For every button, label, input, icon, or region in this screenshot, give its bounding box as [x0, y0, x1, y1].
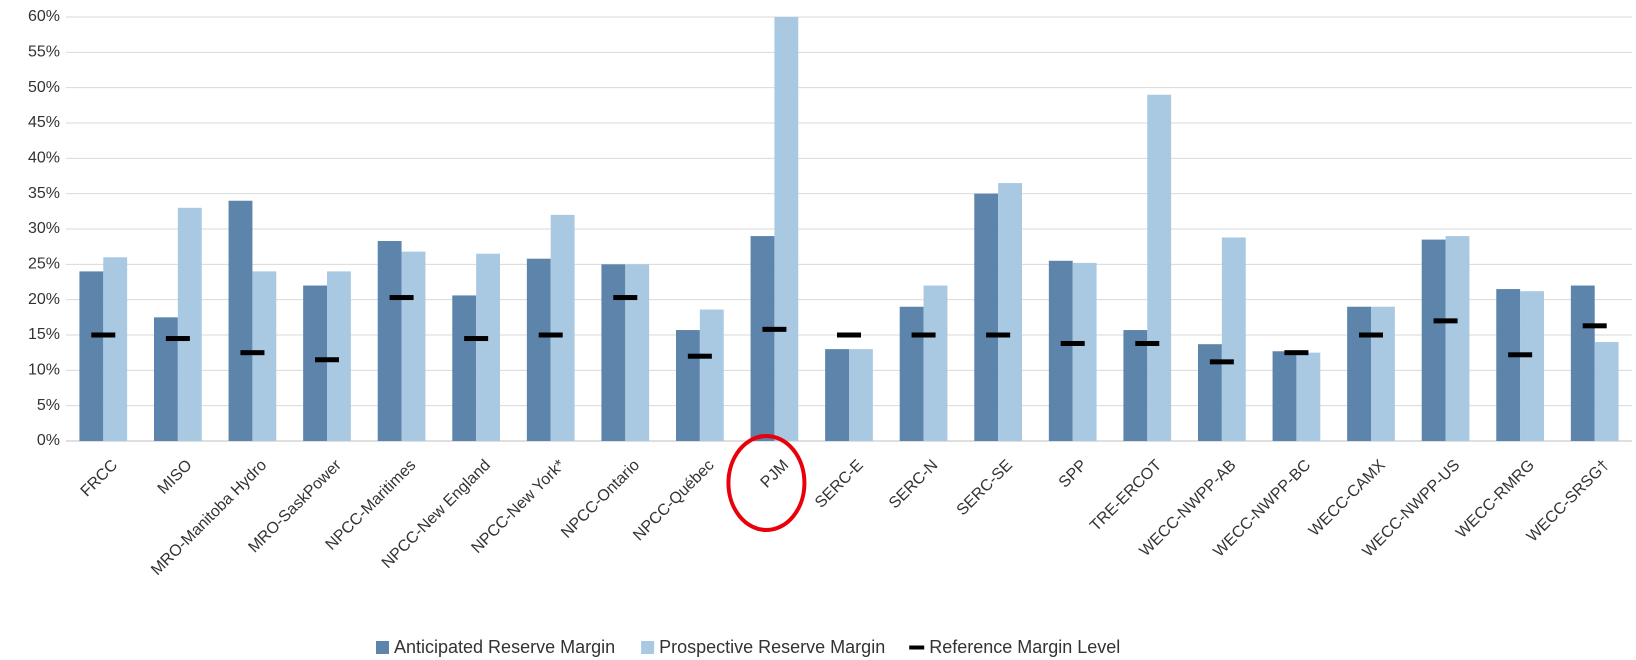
y-tick-label: 15% [28, 326, 60, 343]
bar [1520, 291, 1545, 441]
reference-marker [1508, 352, 1533, 358]
reference-marker [911, 332, 936, 338]
y-tick-label: 25% [28, 256, 60, 273]
reference-marker [240, 350, 265, 356]
bar [750, 236, 775, 441]
reference-marker [1209, 359, 1234, 365]
bar [103, 257, 128, 441]
y-tick-label: 10% [28, 362, 60, 379]
reference-marker [91, 332, 116, 338]
x-tick-label: WECC-RMRG [1453, 457, 1538, 542]
highlight-circle [726, 434, 807, 532]
reference-marker [762, 326, 787, 332]
bar [923, 285, 948, 441]
x-tick-label: SERC-E [812, 457, 867, 512]
bar [625, 264, 650, 441]
y-tick-label: 50% [28, 79, 60, 96]
reference-marker [464, 336, 489, 342]
bar [1197, 344, 1222, 441]
bar [974, 193, 999, 441]
legend-label: Anticipated Reserve Margin [394, 637, 615, 657]
bar [825, 349, 849, 441]
y-tick-label: 35% [28, 185, 60, 202]
reference-marker [837, 332, 861, 338]
bar [377, 241, 402, 441]
bar [550, 214, 575, 441]
legend-swatch [376, 641, 389, 654]
legend-label: Prospective Reserve Margin [659, 637, 885, 657]
y-tick-label: 40% [28, 150, 60, 167]
bar [1371, 306, 1395, 441]
bar [1272, 351, 1297, 441]
reference-marker [1582, 323, 1607, 329]
bar [327, 271, 351, 441]
bar [228, 200, 253, 441]
bar [1570, 285, 1595, 441]
bar [401, 251, 426, 441]
x-tick-label: SERC-N [886, 457, 941, 512]
reference-marker [687, 353, 712, 359]
x-tick-label: SERC-SE [954, 457, 1016, 519]
bar [1147, 94, 1172, 441]
bar [79, 271, 104, 441]
bar [1445, 236, 1470, 441]
bar [452, 295, 477, 441]
bar [1221, 237, 1246, 441]
bar [1072, 262, 1097, 441]
x-tick-label: PJM [758, 457, 793, 492]
bar [252, 271, 277, 441]
reference-marker [1359, 332, 1383, 338]
x-tick-label: WECC-CAMX [1306, 457, 1389, 540]
bar [177, 207, 202, 441]
reference-marker [1060, 340, 1085, 346]
bar [998, 183, 1023, 442]
y-tick-label: 55% [28, 44, 60, 61]
bar [303, 285, 327, 441]
bar [476, 253, 501, 441]
legend-swatch [909, 645, 925, 650]
y-tick-label: 5% [37, 397, 60, 414]
x-tick-label: NPCC-Québec [630, 457, 717, 544]
reference-marker [986, 332, 1011, 338]
x-tick-label: FRCC [78, 457, 121, 500]
y-tick-label: 20% [28, 291, 60, 308]
bar [1296, 352, 1321, 441]
reference-marker [538, 332, 563, 338]
bar [1594, 342, 1619, 441]
x-tick-label: SPP [1056, 457, 1091, 492]
bar [153, 317, 178, 441]
x-tick-label: NPCC-Ontario [558, 457, 643, 542]
legend-label: Reference Margin Level [929, 637, 1120, 657]
bar [1347, 306, 1371, 441]
reference-marker [315, 357, 339, 363]
bar [774, 17, 799, 441]
reference-marker [1284, 350, 1309, 356]
bar [675, 330, 700, 441]
reference-marker [165, 336, 190, 342]
reference-marker [1135, 340, 1160, 346]
bar [1123, 330, 1148, 441]
bar [849, 349, 873, 441]
reference-marker [1433, 318, 1458, 324]
x-tick-label: WECC-SRSG† [1524, 457, 1613, 546]
bar [1421, 239, 1446, 441]
bar [899, 306, 924, 441]
x-tick-label: MISO [155, 457, 196, 498]
y-tick-label: 0% [37, 432, 60, 449]
legend-swatch [641, 641, 655, 654]
bar [1048, 260, 1073, 441]
x-tick-label: TRE-ERCOT [1087, 457, 1165, 535]
bar [1496, 289, 1521, 441]
bar [699, 309, 724, 441]
y-tick-label: 60% [28, 8, 60, 25]
reference-marker [389, 295, 414, 301]
reference-marker [613, 295, 638, 301]
y-tick-label: 45% [28, 114, 60, 131]
bar [601, 264, 626, 441]
bar [526, 258, 551, 441]
y-tick-label: 30% [28, 220, 60, 237]
